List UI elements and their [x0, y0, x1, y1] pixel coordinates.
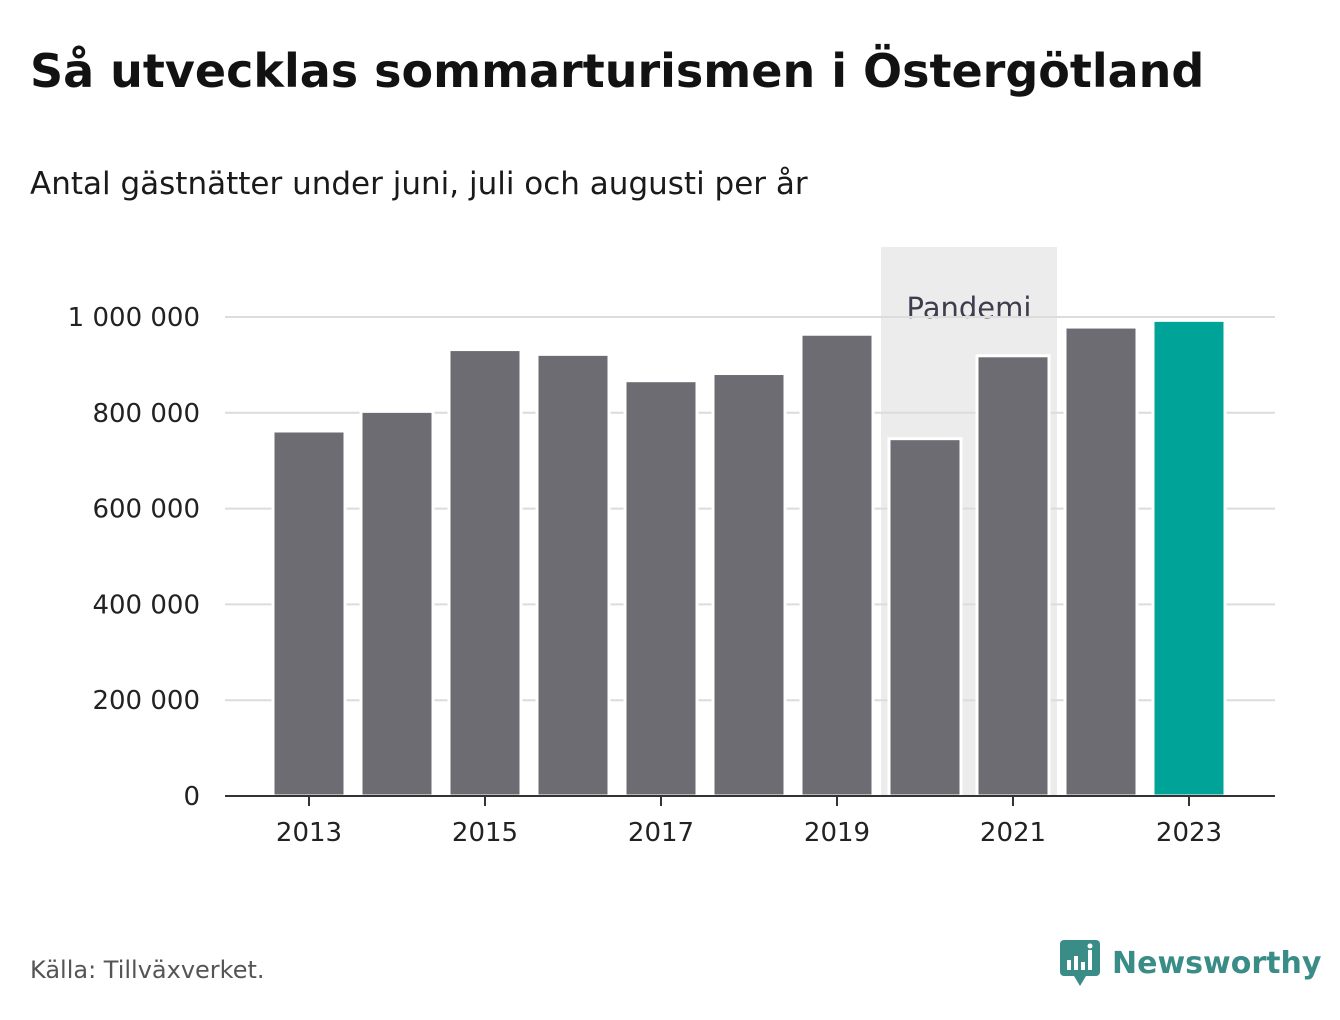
x-tick-label: 2023 — [1156, 818, 1222, 848]
y-tick-label: 600 000 — [92, 495, 200, 525]
x-tick-label: 2015 — [452, 818, 518, 848]
bar-2019 — [799, 332, 875, 798]
bar-2021 — [975, 354, 1051, 798]
brand-name: Newsworthy — [1112, 945, 1322, 981]
x-tick-label: 2021 — [980, 818, 1046, 848]
x-tick-label: 2017 — [628, 818, 694, 848]
source-note: Källa: Tillväxverket. — [30, 956, 265, 984]
bar-2017 — [623, 379, 699, 798]
chart-subtitle: Antal gästnätter under juni, juli och au… — [30, 166, 808, 202]
brand-logo: Newsworthy — [1060, 940, 1321, 986]
bar-2018 — [711, 372, 787, 798]
y-tick-label: 200 000 — [92, 686, 200, 716]
bar-2020 — [887, 437, 963, 798]
y-tick-label: 800 000 — [92, 399, 200, 429]
pandemic-label: Pandemi — [907, 291, 1032, 325]
x-tick-label: 2019 — [804, 818, 870, 848]
chart-title: Så utvecklas sommarturismen i Östergötla… — [30, 44, 1205, 98]
newsworthy-chart-icon — [1060, 940, 1100, 986]
bar-2016 — [535, 352, 611, 798]
bar-chart: Pandemi 0 200 000 400 000 600 000 800 000 1 0… — [68, 247, 1275, 848]
bar-2022 — [1063, 325, 1139, 798]
y-tick-label: 1 000 000 — [68, 303, 200, 333]
bar-2015 — [447, 348, 523, 798]
bar-2013 — [271, 429, 347, 798]
bar-2023 — [1151, 318, 1227, 798]
x-tick-label: 2013 — [276, 818, 342, 848]
bar-2014 — [359, 409, 435, 798]
y-tick-label: 400 000 — [92, 590, 200, 620]
y-tick-label: 0 — [183, 782, 200, 812]
